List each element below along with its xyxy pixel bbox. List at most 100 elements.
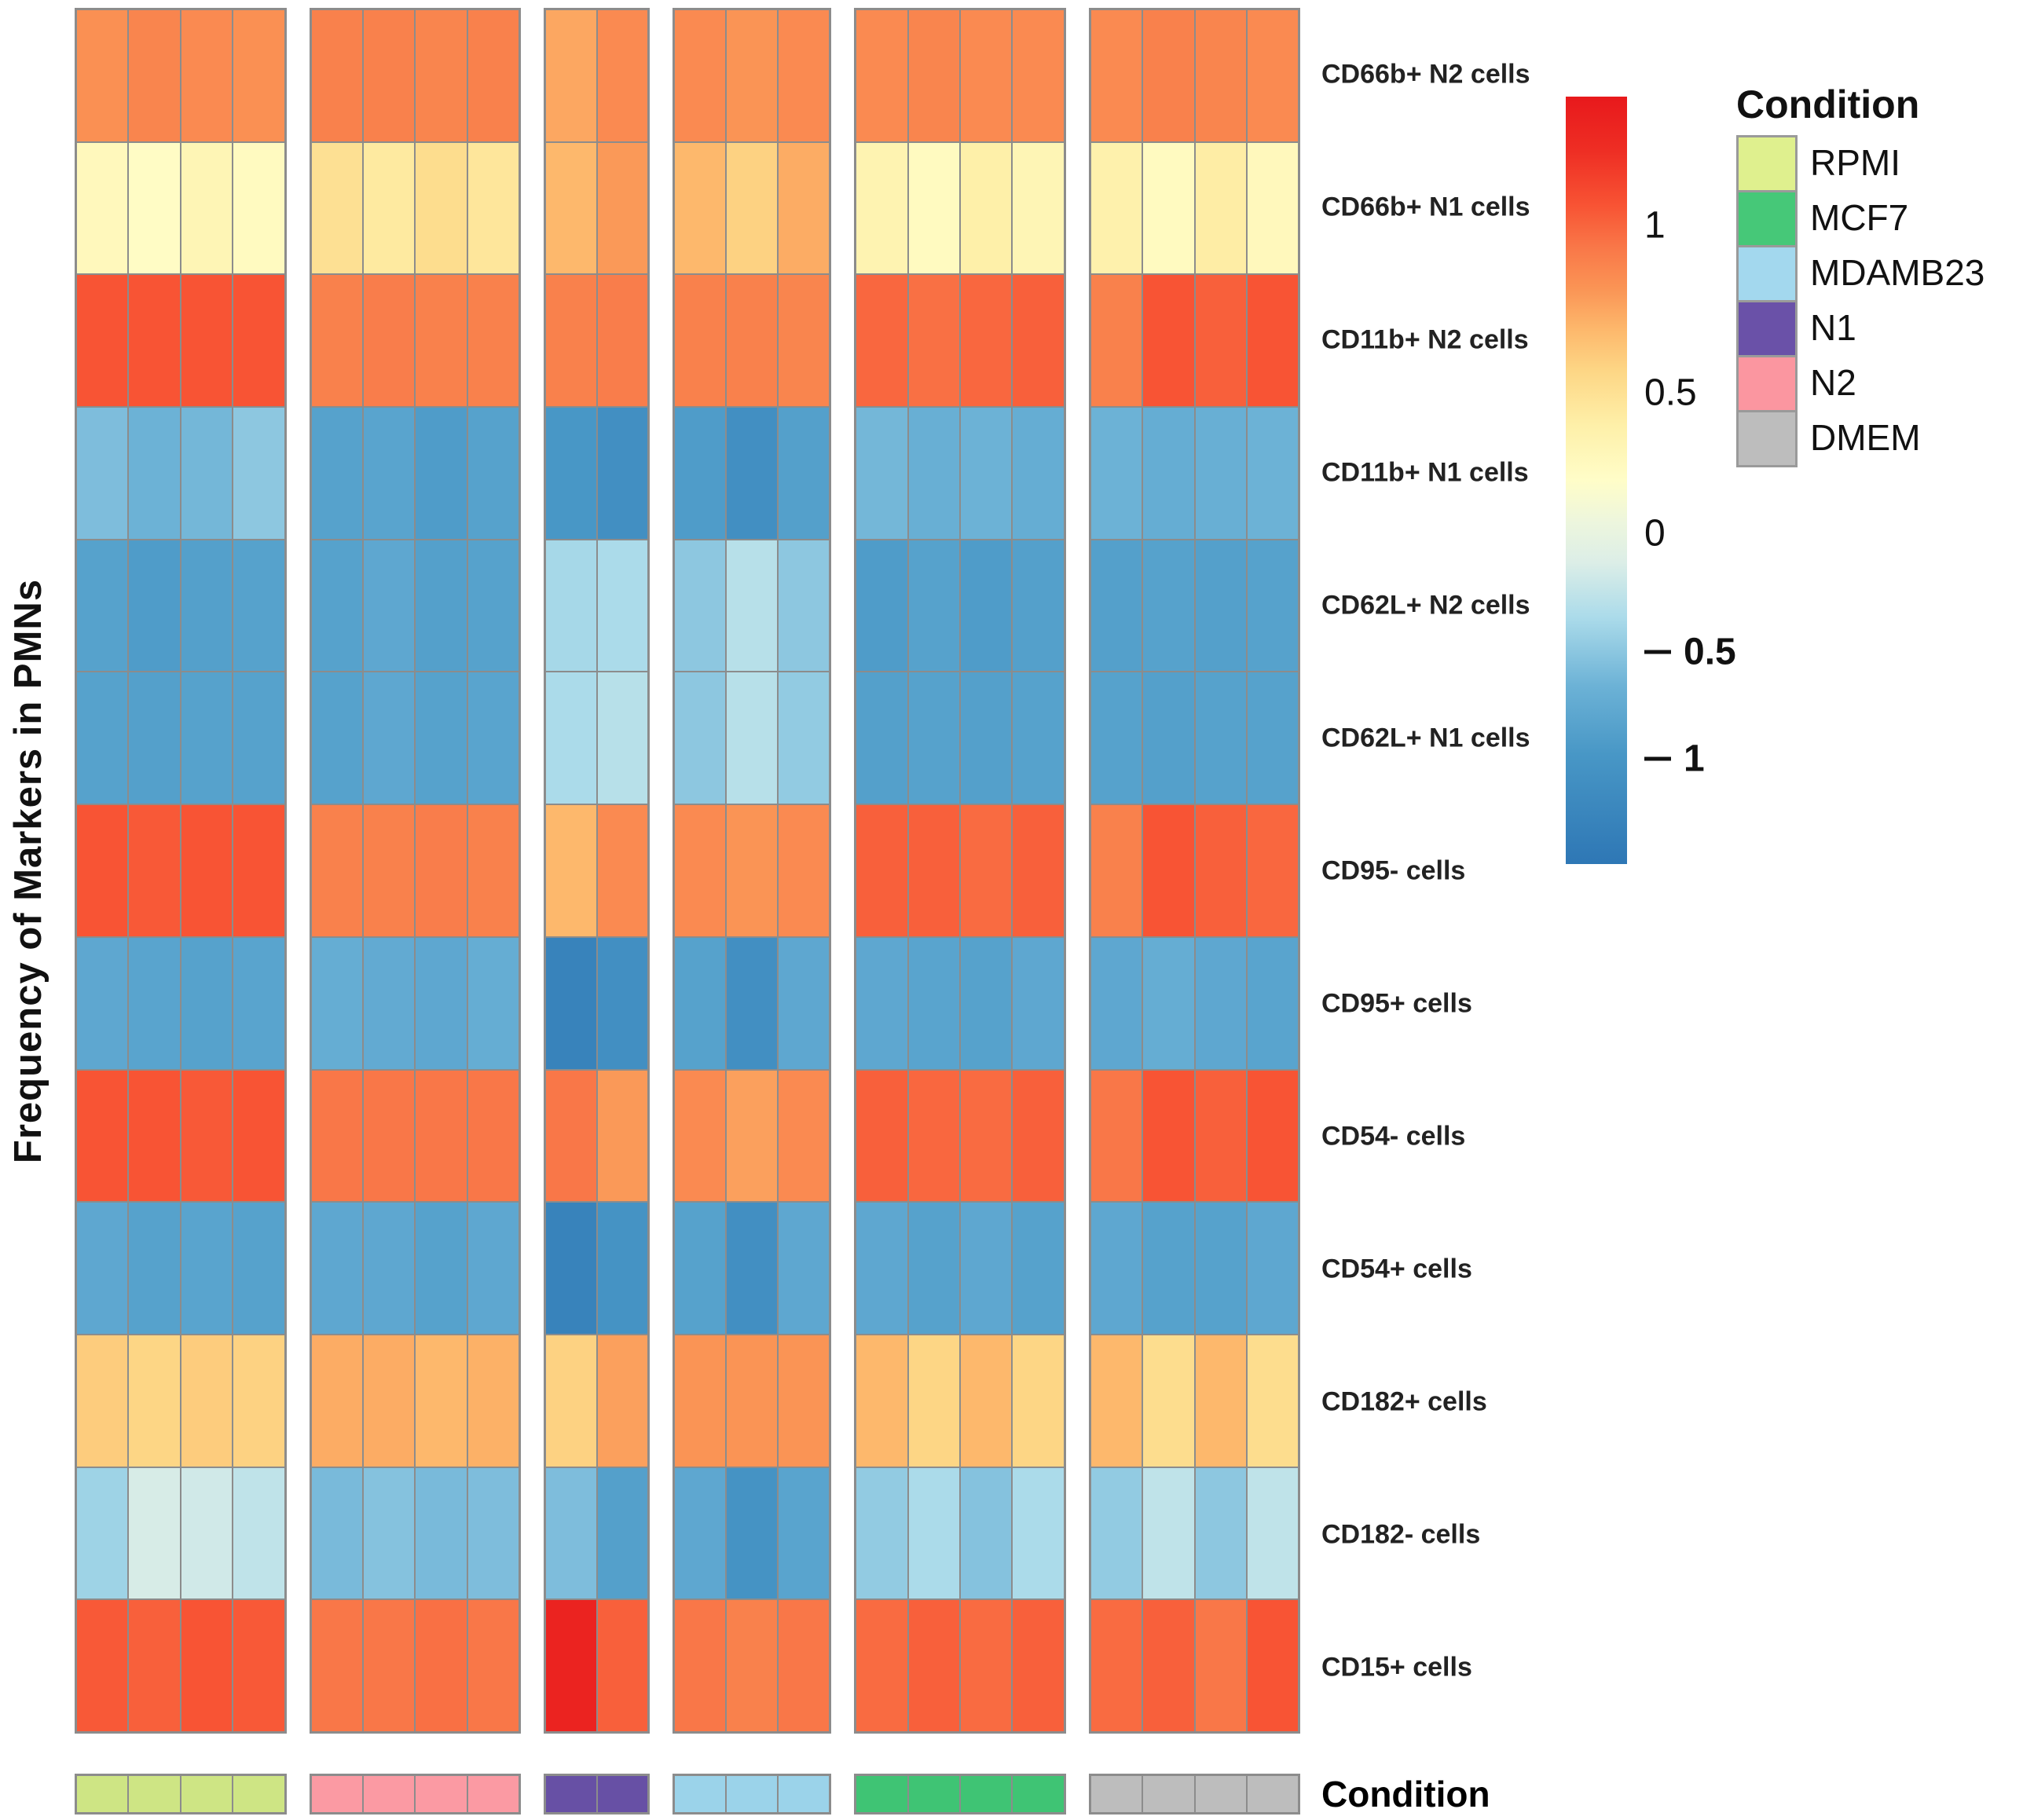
heatmap-group-dmem [1088,8,1301,1734]
heatmap-cell [1090,1599,1143,1732]
heatmap-cell [726,804,779,937]
heatmap-cell [1142,141,1195,275]
heatmap-cell [596,1069,648,1203]
condition-bar-cell [415,1775,467,1813]
heatmap-cell [907,1202,960,1335]
heatmap-cell [907,539,960,672]
colorbar-tick: 1 [1644,738,1705,781]
heatmap-cell [545,1069,597,1203]
heatmap-cell [467,141,520,275]
heatmap-cell [726,1202,779,1335]
condition-bar-group-n1 [544,1774,650,1815]
heatmap-cell [180,274,233,408]
heatmap-cell [778,1599,830,1732]
heatmap-cell [310,672,363,805]
heatmap-cell [1194,672,1247,805]
heatmap-group-mcf7 [854,8,1066,1734]
heatmap-group-n2 [309,8,522,1734]
heatmap-cell [180,1599,233,1732]
heatmap-cell [415,274,467,408]
heatmap-cell [415,141,467,275]
heatmap-cell [778,1334,830,1467]
heatmap-cell [1194,804,1247,937]
heatmap-cell [778,141,830,275]
heatmap-cell [1194,274,1247,408]
heatmap-cell [180,539,233,672]
heatmap-cell [1142,1069,1195,1203]
condition-bar-cell [545,1775,597,1813]
heatmap-cell [596,274,648,408]
heatmap-cell [674,1202,727,1335]
heatmap-cell [362,936,416,1070]
heatmap-cell [674,9,727,142]
colorbar-tick: 1 [1644,204,1666,247]
heatmap-cell [856,274,908,408]
heatmap-cell [128,672,181,805]
heatmap-cell [778,804,830,937]
condition-bar-cell [596,1775,648,1813]
heatmap-cell [1142,672,1195,805]
heatmap-cell [596,141,648,275]
heatmap-cell [674,274,727,408]
heatmap-cell [310,1599,363,1732]
heatmap-cell [1090,1069,1143,1203]
heatmap-cell [128,936,181,1070]
heatmap-cell [856,804,908,937]
heatmap-cell [856,1202,908,1335]
heatmap-cell [76,141,129,275]
heatmap-cell [128,1599,181,1732]
heatmap-cell [959,539,1013,672]
heatmap-cell [1012,936,1065,1070]
heatmap-cell [76,9,129,142]
heatmap-cell [1246,274,1299,408]
heatmap-cell [1246,1599,1299,1732]
heatmap-cell [1090,141,1143,275]
condition-bar-cell [310,1775,363,1813]
condition-bar-cell [1012,1775,1065,1813]
heatmap-cell [726,274,779,408]
legend-item-label: MDAMB23 [1810,252,1985,293]
heatmap-cell [907,1599,960,1732]
heatmap-cell [76,407,129,540]
heatmap-cell [76,1599,129,1732]
condition-bar-cell [778,1775,830,1813]
condition-bar-cell [180,1775,233,1813]
heatmap-cell [128,1069,181,1203]
legend-item-label: N1 [1810,307,1856,348]
heatmap-cell [1142,804,1195,937]
legend-swatch-n2 [1736,355,1798,412]
legend-swatch-dmem [1736,410,1798,467]
heatmap-cell [596,804,648,937]
heatmap-cell [596,1334,648,1467]
heatmap-cell [1012,1467,1065,1600]
heatmap-cell [959,936,1013,1070]
heatmap-cell [362,141,416,275]
condition-bar-group-n2 [309,1774,522,1815]
legend-swatch-n1 [1736,300,1798,357]
heatmap-cell [596,672,648,805]
colorbar-tick-label: 1 [1684,738,1705,780]
heatmap-cell [310,1202,363,1335]
colorbar-tick: 0.5 [1644,631,1736,674]
heatmap-cell [778,9,830,142]
heatmap-cell [1142,1334,1195,1467]
heatmap-cell [1090,539,1143,672]
heatmap-cell [128,1202,181,1335]
heatmap-cell [907,274,960,408]
heatmap-cell [128,539,181,672]
heatmap-cell [959,9,1013,142]
heatmap-cell [726,1599,779,1732]
heatmap-cell [959,1202,1013,1335]
heatmap-cell [726,407,779,540]
heatmap-cell [362,539,416,672]
heatmap-cell [545,407,597,540]
minus-tick-mark [1644,756,1671,761]
heatmap-cell [128,274,181,408]
legend-swatch-rpmi [1736,135,1798,192]
heatmap-cell [545,672,597,805]
heatmap-cell [467,1334,520,1467]
heatmap-cell [233,1467,285,1600]
heatmap-cell [726,1334,779,1467]
heatmap-cell [1090,9,1143,142]
heatmap-cell [545,1599,597,1732]
